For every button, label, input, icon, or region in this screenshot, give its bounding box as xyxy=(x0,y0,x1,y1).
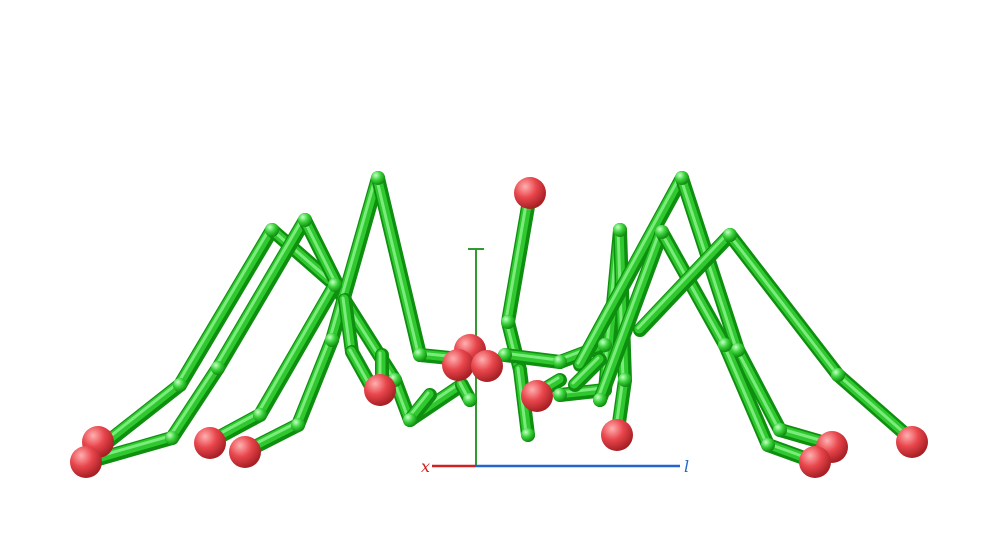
joint-sphere xyxy=(265,223,279,237)
foot-sphere xyxy=(194,427,226,459)
leg-segment-shine xyxy=(348,348,372,388)
leg-segment-shine xyxy=(726,231,838,375)
joint-sphere xyxy=(613,223,627,237)
joint-sphere xyxy=(553,388,567,402)
joint-sphere xyxy=(253,408,267,422)
leg-segment-shine xyxy=(576,174,682,365)
leg-segment-shine xyxy=(176,226,272,385)
joint-sphere xyxy=(675,171,689,185)
joint-sphere xyxy=(521,428,535,442)
joint-sphere xyxy=(723,228,737,242)
joint-sphere xyxy=(718,338,732,352)
foot-sphere xyxy=(471,350,503,382)
leg-segment-shine xyxy=(214,216,305,368)
joint-sphere xyxy=(831,368,845,382)
joint-sphere xyxy=(498,348,512,362)
leg-segment-shine xyxy=(734,346,780,430)
leg-segment-shine xyxy=(268,226,335,285)
leg-segment-shine xyxy=(294,336,332,425)
joint-sphere xyxy=(761,438,775,452)
joint-sphere xyxy=(173,378,187,392)
robot-feet xyxy=(70,177,928,478)
leg-segment-shine xyxy=(256,281,335,415)
leg-segment-shine xyxy=(168,364,218,438)
leg-segment-shine xyxy=(374,174,420,355)
foot-sphere xyxy=(442,349,474,381)
foot-sphere xyxy=(70,446,102,478)
foot-sphere xyxy=(514,177,546,209)
joint-sphere xyxy=(655,225,669,239)
leg-segment-shine xyxy=(658,228,725,345)
foot-sphere xyxy=(896,426,928,458)
leg-segment-shine xyxy=(721,341,768,445)
joint-sphere xyxy=(328,278,342,292)
joint-sphere xyxy=(291,418,305,432)
foot-sphere xyxy=(601,419,633,451)
robot-limbs xyxy=(81,171,919,469)
robot-joints xyxy=(165,171,845,452)
joint-sphere xyxy=(593,393,607,407)
joint-sphere xyxy=(618,373,632,387)
foot-sphere xyxy=(799,446,831,478)
leg-segment-shine xyxy=(501,351,560,362)
leg-segment-shine xyxy=(341,296,352,352)
leg-segment-shine xyxy=(571,356,600,385)
joint-sphere xyxy=(598,338,612,352)
joint-sphere xyxy=(298,213,312,227)
leg-segment-shine xyxy=(596,228,662,400)
joint-sphere xyxy=(731,343,745,357)
joint-sphere xyxy=(553,355,567,369)
joint-sphere xyxy=(325,333,339,347)
joint-sphere xyxy=(371,171,385,185)
foot-sphere xyxy=(521,380,553,412)
foot-sphere xyxy=(364,374,396,406)
joint-sphere xyxy=(413,348,427,362)
joint-sphere xyxy=(463,393,477,407)
joint-sphere xyxy=(773,423,787,437)
joint-sphere xyxy=(211,361,225,375)
leg-segment-shine xyxy=(504,191,530,322)
axis-x-label: x xyxy=(421,457,430,476)
leg-segment-shine xyxy=(834,371,912,440)
joint-sphere xyxy=(501,315,515,329)
axis-l-label: l xyxy=(684,457,689,476)
foot-sphere xyxy=(229,436,261,468)
leg-segment-shine xyxy=(328,174,378,340)
joint-sphere xyxy=(403,413,417,427)
leg-segment-shine xyxy=(636,231,730,330)
joint-sphere xyxy=(165,431,179,445)
